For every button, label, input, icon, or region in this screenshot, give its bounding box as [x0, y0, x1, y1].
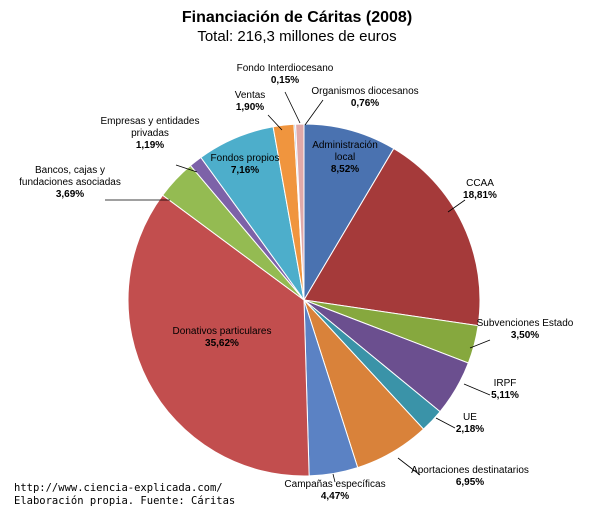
slice-label-text: Subvenciones Estado — [477, 318, 574, 329]
slice-percent: 3,69% — [56, 189, 84, 200]
slice-label: Ventas 1,90% — [235, 90, 266, 113]
footer-url: http://www.ciencia-explicada.com/ — [14, 482, 223, 494]
leader-line — [397, 457, 421, 476]
slice-label-text: Empresas y entidades — [101, 116, 200, 127]
slice-percent: 6,95% — [456, 477, 484, 488]
slice-label: IRPF 5,11% — [491, 378, 519, 401]
leader-line — [304, 99, 324, 126]
slice-percent: 4,47% — [321, 491, 349, 502]
slice-label: Donativos particulares 35,62% — [173, 326, 272, 349]
slice-label: Fondo Interdiocesano 0,15% — [237, 63, 334, 86]
slice-percent: 3,50% — [511, 330, 539, 341]
slice-percent: 7,16% — [231, 165, 259, 176]
leader-line — [332, 473, 336, 483]
slice-label-text: Administración — [312, 140, 378, 151]
slice-percent: 0,15% — [271, 75, 299, 86]
leader-line — [463, 383, 491, 396]
leader-line — [469, 339, 491, 349]
chart-subtitle: Total: 216,3 millones de euros — [197, 28, 396, 45]
slice-percent: 0,76% — [351, 98, 379, 109]
slice-percent: 2,18% — [456, 424, 484, 435]
slice-label-text: fundaciones asociadas — [19, 177, 121, 188]
slice-label-text: Fondo Interdiocesano — [237, 63, 334, 74]
slice-label: Organismos diocesanos 0,76% — [311, 86, 418, 109]
slice-percent: 5,11% — [491, 390, 519, 401]
pie-slice — [295, 123, 305, 301]
slice-label-text: Bancos, cajas y — [35, 165, 105, 176]
slice-label-text: privadas — [131, 128, 169, 139]
slice-percent: 1,90% — [236, 102, 264, 113]
footer-source: Elaboración propia. Fuente: Cáritas — [14, 495, 235, 507]
slice-label: Aportaciones destinatarios 6,95% — [411, 465, 529, 488]
pie-slice — [303, 147, 481, 327]
slice-label-text: Ventas — [235, 90, 266, 101]
slice-label: CCAA 18,81% — [463, 178, 497, 201]
slice-percent: 1,19% — [136, 140, 164, 151]
leader-lines — [105, 91, 491, 483]
slice-label-text: Organismos diocesanos — [311, 86, 418, 97]
slice-label-text: local — [335, 152, 356, 163]
slice-label-text: UE — [463, 412, 477, 423]
leader-line — [267, 114, 283, 131]
slice-label: UE 2,18% — [456, 412, 484, 435]
slice-label: Administración local 8,52% — [312, 140, 378, 175]
slice-label: Bancos, cajas y fundaciones asociadas 3,69… — [19, 165, 121, 200]
slice-label: Subvenciones Estado 3,50% — [477, 318, 574, 341]
slice-label-text: Aportaciones destinatarios — [411, 465, 529, 476]
leader-line — [435, 417, 456, 429]
leader-line — [175, 164, 198, 173]
slice-label: Fondos propios 7,16% — [211, 153, 280, 176]
slice-label-text: IRPF — [494, 378, 517, 389]
slice-percent: 35,62% — [205, 338, 239, 349]
pie-slice — [127, 194, 310, 477]
leader-line — [284, 91, 301, 124]
slice-label-text: CCAA — [466, 178, 494, 189]
slice-label-text: Fondos propios — [211, 153, 280, 164]
slice-label-text: Campañas específicas — [284, 479, 385, 490]
slice-label: Empresas y entidades privadas 1,19% — [101, 116, 200, 151]
slice-percent: 8,52% — [331, 164, 359, 175]
slice-label-text: Donativos particulares — [173, 326, 272, 337]
chart-title: Financiación de Cáritas (2008) — [182, 9, 412, 26]
leader-line — [447, 199, 466, 213]
slice-label: Campañas específicas 4,47% — [284, 479, 385, 502]
slice-percent: 18,81% — [463, 190, 497, 201]
slice-labels: Administración local 8,52% CCAA 18,81% Subven… — [19, 63, 574, 502]
pie-slices — [127, 123, 481, 477]
